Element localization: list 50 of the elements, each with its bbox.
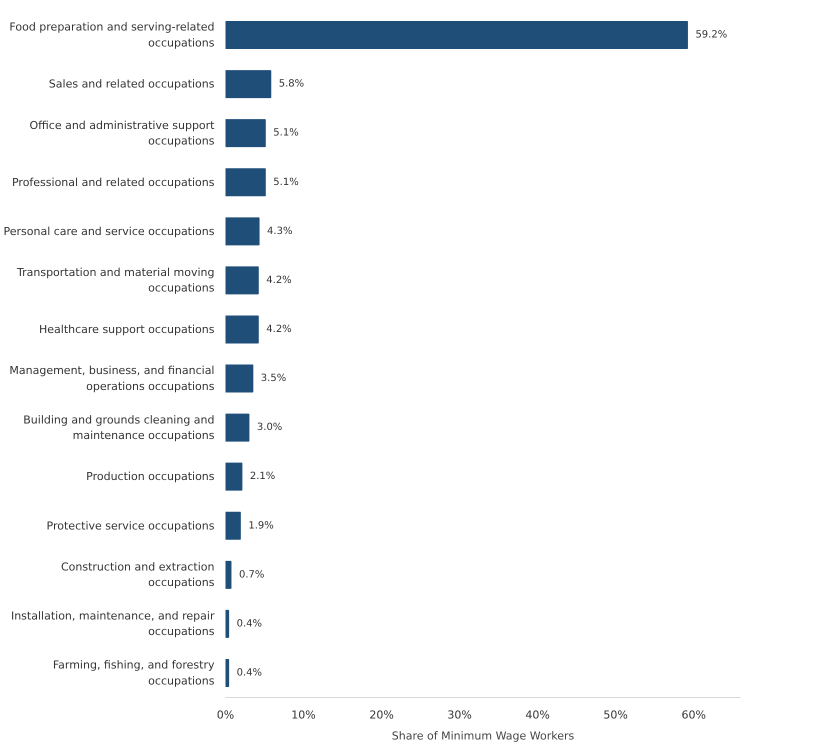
bar — [226, 315, 259, 344]
x-tick-label: 10% — [291, 708, 316, 722]
bar — [226, 266, 259, 294]
data-label: 4.2% — [266, 324, 292, 335]
bar — [226, 658, 230, 687]
y-tick-label: Installation, maintenance, and repair occupations — [10, 610, 215, 638]
y-tick-label: Sales and related occupations — [48, 78, 215, 91]
bar — [226, 217, 260, 246]
x-tick-label: 20% — [369, 708, 394, 722]
x-tick-label: 50% — [603, 708, 628, 722]
data-label: 5.1% — [273, 128, 299, 139]
y-tick-label: Building and grounds cleaning and maintenance occupations — [23, 413, 215, 442]
y-tick-label: Transportation and material moving occupations — [16, 266, 215, 295]
y-tick-label: Office and administrative support occupations — [30, 118, 216, 148]
bar — [226, 168, 266, 196]
x-tick-label: 40% — [525, 708, 550, 722]
x-tick-label: 0% — [216, 708, 234, 722]
x-axis-title: Share of Minimum Wage Workers — [392, 730, 574, 742]
y-tick-label: Management, business, and financial operations occupations — [9, 364, 215, 393]
bar — [226, 21, 688, 50]
data-label: 5.1% — [273, 176, 299, 188]
y-tick-label: Personal care and service occupations — [3, 224, 215, 238]
data-label: 0.7% — [238, 569, 264, 580]
x-tick-label: 60% — [681, 708, 706, 722]
data-label: 4.2% — [266, 274, 292, 286]
bar — [226, 70, 272, 98]
data-label: 3.5% — [260, 373, 286, 384]
y-tick-label: Construction and extraction occupations — [60, 560, 215, 590]
data-label: 5.8% — [278, 78, 304, 90]
data-label: 0.4% — [236, 667, 262, 678]
bar — [226, 119, 266, 148]
bar — [226, 462, 242, 491]
y-tick-label: Farming, fishing, and forestry occupations — [52, 658, 215, 688]
data-label: 2.1% — [250, 471, 276, 482]
bar — [226, 364, 254, 393]
data-label: 0.4% — [236, 618, 262, 630]
data-label: 3.0% — [256, 422, 282, 434]
data-label: 4.3% — [267, 226, 292, 237]
data-label: 59.2% — [695, 30, 728, 41]
y-tick-label: Healthcare support occupations — [38, 322, 215, 336]
x-tick-label: 30% — [447, 708, 472, 722]
y-tick-label: Production occupations — [86, 470, 215, 484]
y-tick-label: Protective service occupations — [46, 519, 215, 532]
bar — [226, 610, 230, 638]
bar — [226, 414, 250, 442]
y-tick-label: Professional and related occupations — [12, 176, 215, 189]
data-label: 1.9% — [248, 520, 274, 532]
bar — [226, 512, 241, 540]
bar — [226, 560, 232, 589]
y-tick-label: Food preparation and serving-related occupations — [9, 20, 215, 50]
